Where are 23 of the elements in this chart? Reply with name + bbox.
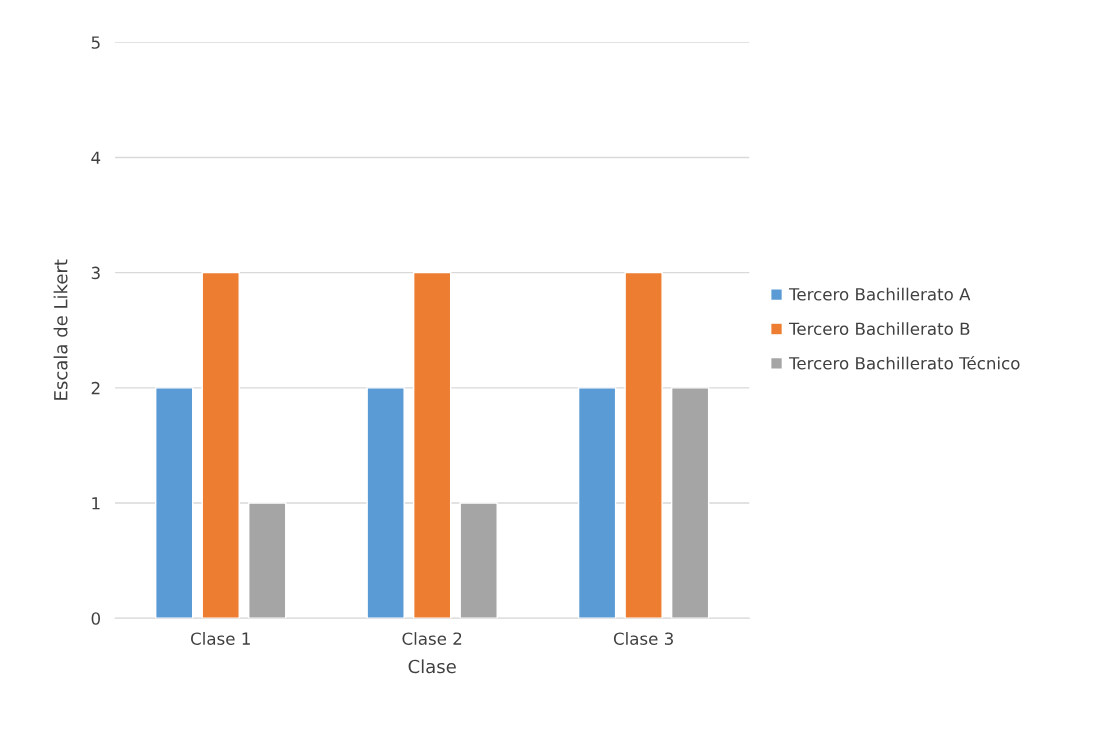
x-tick-label: Clase 3 — [613, 632, 673, 645]
bar — [201, 271, 240, 619]
bar — [248, 502, 287, 619]
legend-label: Tercero Bachillerato B — [788, 322, 970, 336]
bar — [577, 387, 617, 619]
bar — [670, 387, 710, 619]
y-axis-title: Escala de Likert — [53, 259, 68, 400]
bar — [624, 271, 663, 619]
y-tick-label: 0 — [91, 612, 101, 625]
legend-label: Tercero Bachillerato A — [788, 287, 971, 301]
x-tick-label: Clase 1 — [191, 632, 250, 645]
bar — [366, 387, 405, 619]
bar — [155, 387, 194, 619]
y-tick-label: 2 — [91, 381, 100, 395]
y-tick-label: 3 — [91, 266, 100, 280]
x-tick-label: Clase 2 — [402, 632, 462, 645]
x-axis-title: Clase — [408, 659, 456, 674]
bar — [459, 502, 498, 619]
y-tick-label: 4 — [91, 151, 101, 164]
legend-label: Tercero Bachillerato Técnico — [788, 355, 1020, 370]
bar — [412, 271, 452, 619]
y-tick-label: 1 — [92, 497, 100, 510]
y-tick-label: 5 — [91, 36, 100, 49]
